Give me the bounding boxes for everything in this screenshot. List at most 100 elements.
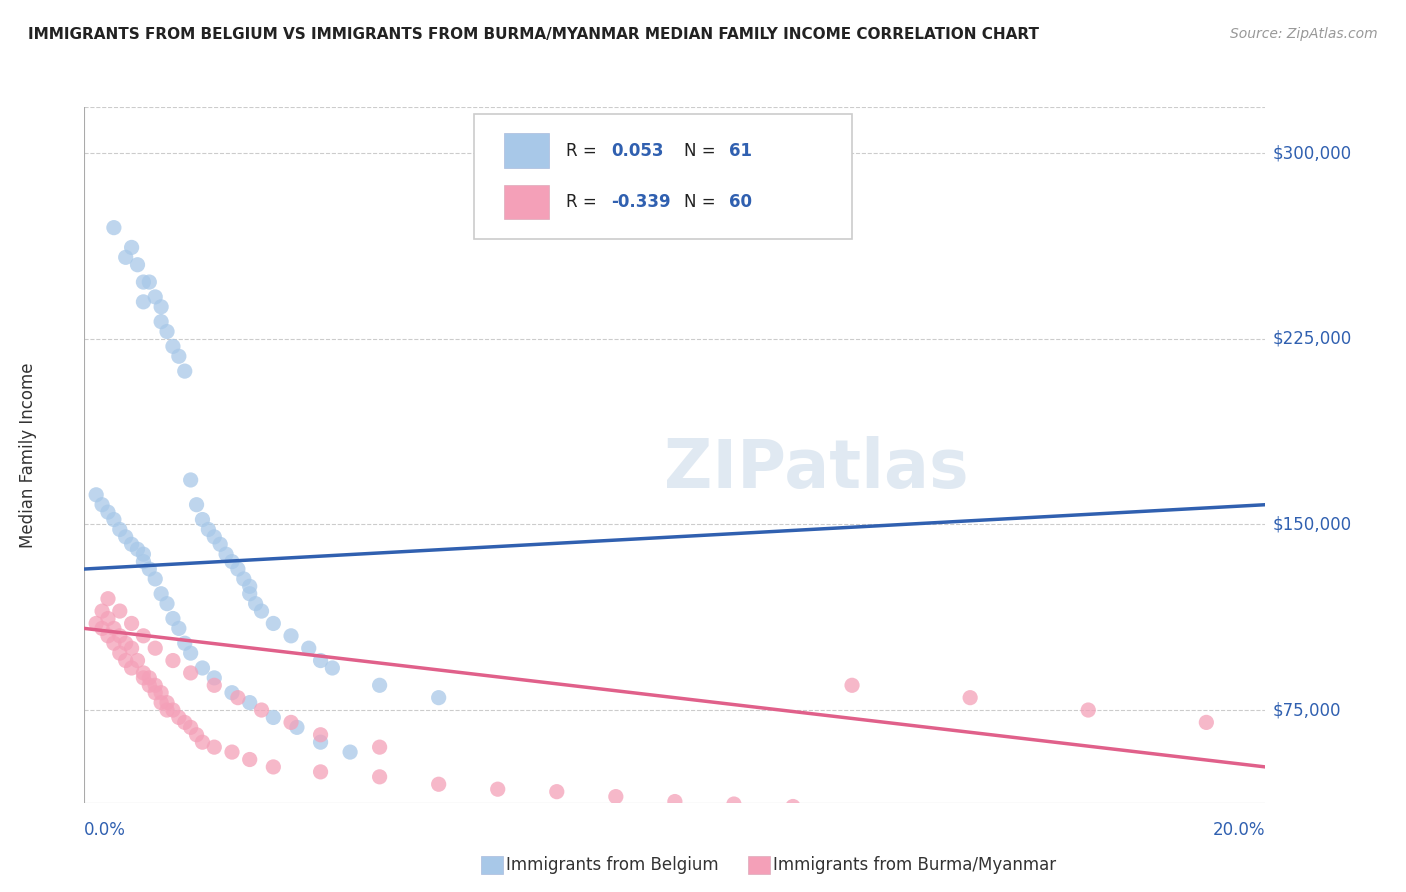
Text: 60: 60 [730, 193, 752, 211]
Point [180, 720, 202, 734]
Point [605, 789, 627, 804]
FancyBboxPatch shape [474, 114, 852, 239]
Point [108, 523, 131, 537]
Point [132, 294, 155, 309]
Point [232, 572, 254, 586]
Point [97, 629, 120, 643]
Point [114, 654, 136, 668]
Point [221, 745, 243, 759]
FancyBboxPatch shape [503, 133, 548, 168]
Text: Immigrants from Belgium: Immigrants from Belgium [506, 856, 718, 874]
Text: R =: R = [567, 193, 602, 211]
Point [280, 629, 302, 643]
Point [226, 562, 249, 576]
Point [309, 728, 332, 742]
Point [97, 505, 120, 519]
Point [103, 220, 125, 235]
Point [132, 629, 155, 643]
Point [280, 715, 302, 730]
Text: Median Family Income: Median Family Income [20, 362, 37, 548]
Text: 0.053: 0.053 [612, 142, 664, 160]
Point [202, 530, 225, 544]
Text: N =: N = [685, 193, 721, 211]
Point [262, 616, 284, 631]
Point [97, 611, 120, 625]
Point [91, 498, 114, 512]
Point [368, 678, 391, 692]
Point [143, 686, 166, 700]
Point [132, 547, 155, 561]
Point [127, 542, 149, 557]
Point [103, 636, 125, 650]
Point [239, 579, 262, 593]
Point [186, 498, 208, 512]
Text: Immigrants from Burma/Myanmar: Immigrants from Burma/Myanmar [773, 856, 1056, 874]
Point [262, 760, 284, 774]
Point [486, 782, 509, 797]
Point [664, 795, 686, 809]
Point [156, 597, 179, 611]
Point [162, 611, 184, 625]
Point [138, 671, 160, 685]
Point [546, 785, 568, 799]
Text: IMMIGRANTS FROM BELGIUM VS IMMIGRANTS FROM BURMA/MYANMAR MEDIAN FAMILY INCOME CO: IMMIGRANTS FROM BELGIUM VS IMMIGRANTS FR… [28, 27, 1039, 42]
Point [202, 740, 225, 755]
Point [209, 537, 232, 551]
Point [132, 665, 155, 680]
Point [167, 710, 190, 724]
Point [180, 473, 202, 487]
Point [202, 671, 225, 685]
Point [309, 735, 332, 749]
FancyBboxPatch shape [503, 185, 548, 219]
Point [97, 591, 120, 606]
Point [339, 745, 361, 759]
Point [138, 562, 160, 576]
Point [121, 240, 143, 254]
Point [959, 690, 981, 705]
Point [162, 339, 184, 353]
Point [191, 661, 214, 675]
Point [114, 250, 136, 264]
Point [250, 703, 273, 717]
Point [173, 364, 195, 378]
Point [191, 735, 214, 749]
Point [1077, 703, 1099, 717]
Point [127, 654, 149, 668]
Point [215, 547, 238, 561]
Point [427, 690, 450, 705]
Point [162, 654, 184, 668]
Point [239, 696, 262, 710]
Point [191, 512, 214, 526]
Text: $225,000: $225,000 [1272, 330, 1351, 348]
Point [197, 523, 219, 537]
Point [114, 636, 136, 650]
Point [173, 715, 195, 730]
Point [285, 720, 308, 734]
Text: 0.0%: 0.0% [84, 821, 127, 838]
Point [321, 661, 343, 675]
Point [226, 690, 249, 705]
Point [84, 488, 107, 502]
Point [180, 646, 202, 660]
Point [202, 678, 225, 692]
Point [114, 530, 136, 544]
Point [143, 290, 166, 304]
Text: $75,000: $75,000 [1272, 701, 1341, 719]
Point [368, 770, 391, 784]
Point [167, 621, 190, 635]
Point [150, 696, 173, 710]
Point [1195, 715, 1218, 730]
Point [239, 587, 262, 601]
Point [309, 764, 332, 779]
Point [180, 665, 202, 680]
Text: N =: N = [685, 142, 721, 160]
Point [250, 604, 273, 618]
Point [108, 646, 131, 660]
Point [138, 275, 160, 289]
Point [127, 258, 149, 272]
Point [262, 710, 284, 724]
Point [723, 797, 745, 811]
Point [309, 654, 332, 668]
Point [143, 678, 166, 692]
Point [150, 315, 173, 329]
